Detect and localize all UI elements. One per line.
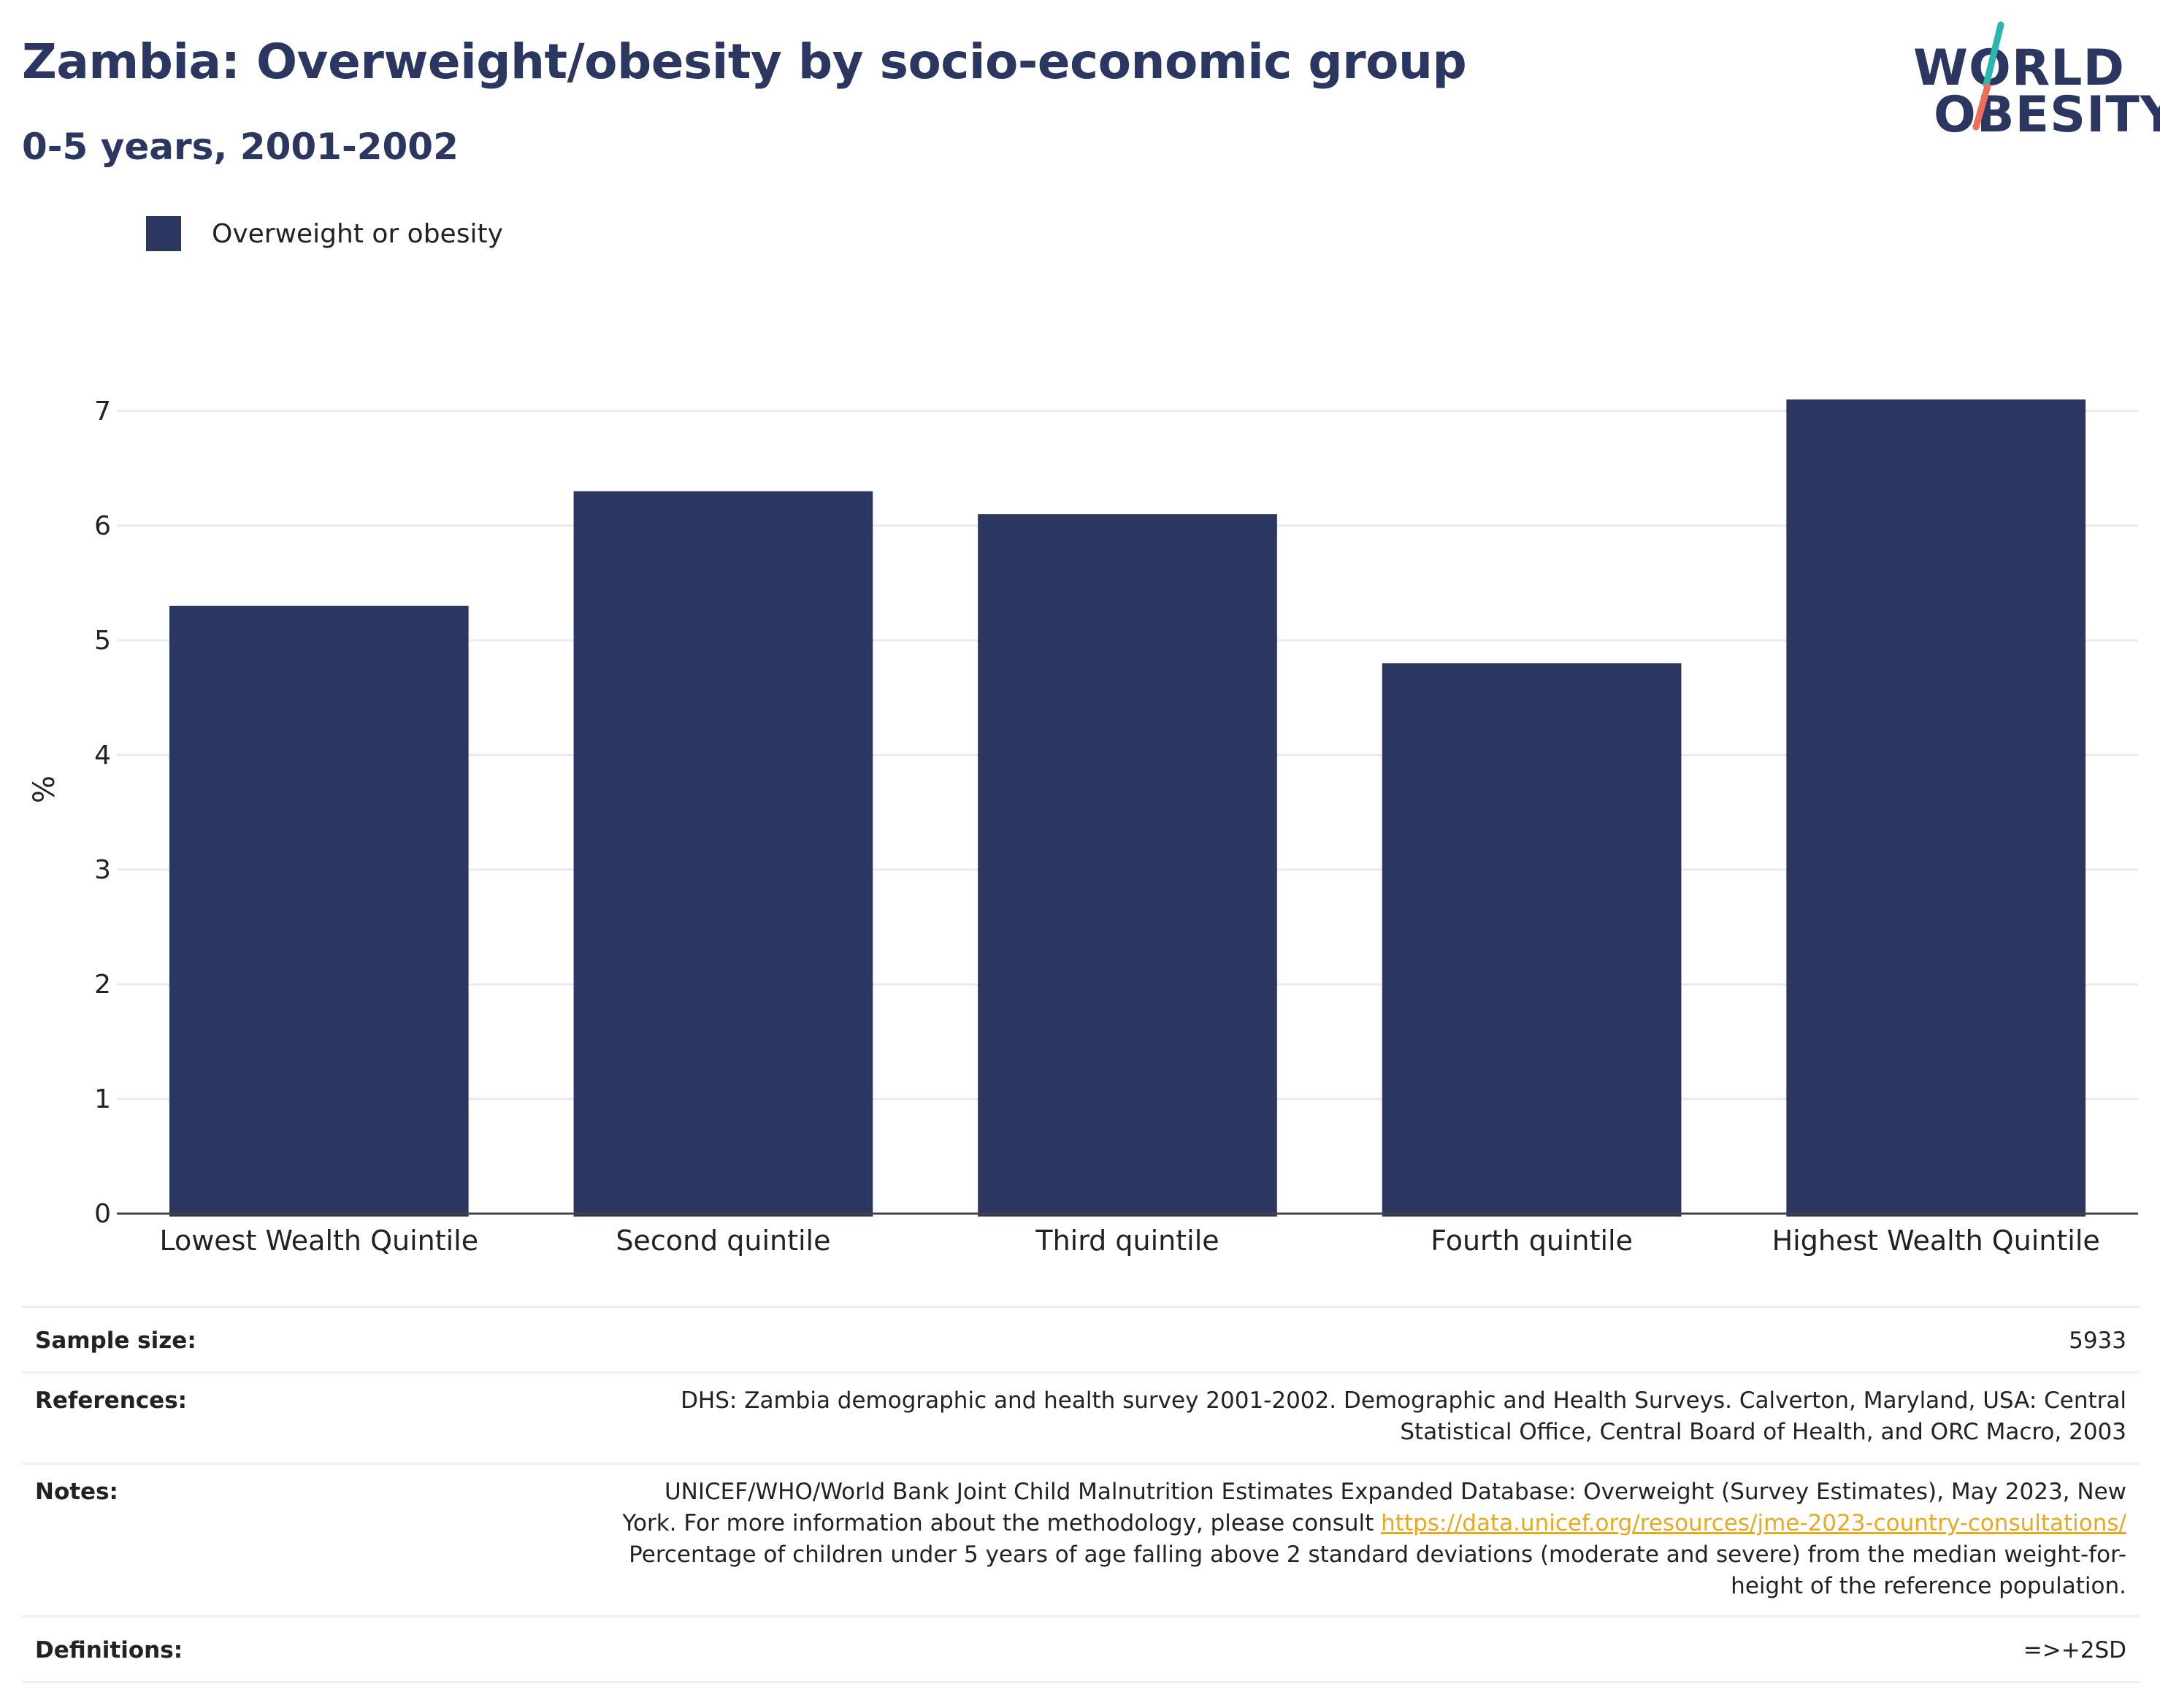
divider: [22, 1371, 2140, 1374]
chart-legend: Overweight or obesity: [146, 216, 503, 251]
definitions-value: =>+2SD: [2023, 1637, 2126, 1663]
y-tick-label: 4: [94, 740, 111, 770]
divider: [22, 1463, 2140, 1465]
references-label: References:: [35, 1387, 188, 1414]
world-obesity-logo: WORLD OBESITY: [1899, 19, 2160, 158]
bar-chart: 0 1 2 3 4 5 6 7 Lowest Wealth Quintile Second qui…: [28, 397, 2138, 1257]
y-tick-label: 2: [94, 970, 111, 1000]
notes-label: Notes:: [35, 1479, 118, 1505]
notes-line-3: Percentage of children under 5 years of …: [629, 1542, 2126, 1568]
notes-value: UNICEF/WHO/World Bank Joint Child Malnut…: [400, 1477, 2140, 1602]
x-tick-label: Third quintile: [1035, 1225, 1219, 1257]
metadata-table: Sample size: 5933 References: DHS: Zambi…: [22, 1306, 2140, 1683]
divider: [22, 1681, 2140, 1683]
bar: [1786, 399, 2086, 1217]
y-tick-label: 6: [94, 511, 111, 541]
sample-size-row: Sample size: 5933: [22, 1308, 2140, 1371]
notes-line-2-text: York. For more information about the met…: [622, 1510, 1382, 1536]
y-tick-label: 3: [94, 855, 111, 885]
definitions-label: Definitions:: [35, 1637, 183, 1663]
chart-subtitle: 0-5 years, 2001-2002: [22, 126, 459, 168]
references-line-1: DHS: Zambia demographic and health surve…: [681, 1387, 2126, 1414]
logo-slash-icon: [1972, 21, 2004, 131]
bar: [1382, 663, 1682, 1217]
x-tick-label: Highest Wealth Quintile: [1772, 1225, 2100, 1257]
bar: [169, 605, 469, 1217]
bar: [978, 514, 1277, 1217]
bar: [573, 491, 873, 1217]
legend-label: Overweight or obesity: [212, 218, 503, 249]
notes-line-1: UNICEF/WHO/World Bank Joint Child Malnut…: [664, 1479, 2126, 1505]
references-value: DHS: Zambia demographic and health surve…: [400, 1385, 2140, 1448]
notes-line-4: height of the reference population.: [1731, 1573, 2126, 1599]
sample-size-value: 5933: [2069, 1328, 2126, 1354]
methodology-link[interactable]: https://data.unicef.org/resources/jme-20…: [1381, 1510, 2126, 1536]
x-tick-label: Second quintile: [616, 1225, 830, 1257]
x-tick-label: Fourth quintile: [1431, 1225, 1633, 1257]
logo-line-2: OBESITY: [1934, 86, 2160, 144]
references-row: References: DHS: Zambia demographic and …: [22, 1374, 2140, 1463]
y-axis-label: %: [28, 776, 61, 803]
references-line-2: Statistical Office, Central Board of Hea…: [1400, 1419, 2126, 1445]
y-tick-label: 7: [94, 397, 111, 426]
notes-line-2: York. For more information about the met…: [400, 1508, 2126, 1539]
legend-swatch: [146, 216, 181, 251]
logo-line-1: WORLD: [1913, 39, 2125, 97]
y-tick-label: 5: [94, 626, 111, 656]
divider: [22, 1615, 2140, 1617]
notes-row: Notes: UNICEF/WHO/World Bank Joint Child…: [22, 1465, 2140, 1615]
chart-title: Zambia: Overweight/obesity by socio-econ…: [22, 34, 1467, 90]
x-tick-label: Lowest Wealth Quintile: [159, 1225, 478, 1257]
definitions-row: Definitions: =>+2SD: [22, 1617, 2140, 1681]
y-tick-label: 0: [94, 1199, 111, 1229]
divider: [22, 1306, 2140, 1308]
y-tick-label: 1: [94, 1084, 111, 1114]
sample-size-label: Sample size:: [35, 1328, 196, 1354]
